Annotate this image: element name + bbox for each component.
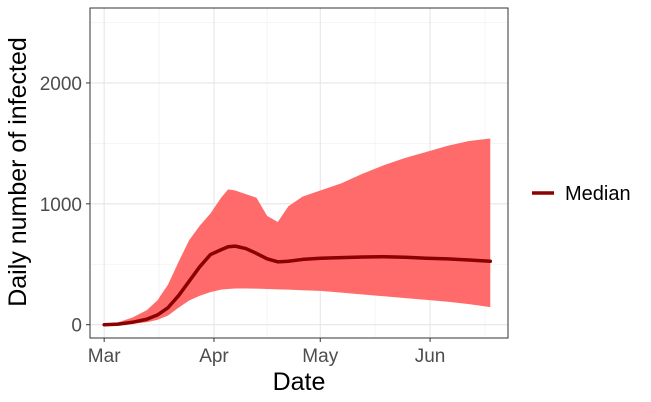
y-tick-label: 0 <box>71 316 82 337</box>
panel-border <box>89 7 509 339</box>
x-tick-label: Mar <box>88 346 121 367</box>
y-tick-label: 2000 <box>40 74 82 95</box>
y-axis: 0 1000 2000 <box>40 74 90 337</box>
legend: Median <box>532 183 631 205</box>
y-axis-title: Daily number of infected <box>4 37 32 307</box>
x-tick-label: Jun <box>415 346 446 367</box>
x-axis-title: Date <box>273 368 326 396</box>
x-axis: Mar Apr May Jun <box>88 338 446 367</box>
plot-panel <box>89 7 509 339</box>
series-line-median <box>102 244 493 327</box>
x-tick-label: May <box>302 346 338 367</box>
series-layer <box>102 244 493 327</box>
x-tick-label: Apr <box>199 346 229 367</box>
ribbon-band <box>104 138 491 325</box>
y-tick-label: 1000 <box>40 195 82 216</box>
legend-label-median: Median <box>565 183 631 205</box>
ribbon-layer <box>104 138 491 325</box>
